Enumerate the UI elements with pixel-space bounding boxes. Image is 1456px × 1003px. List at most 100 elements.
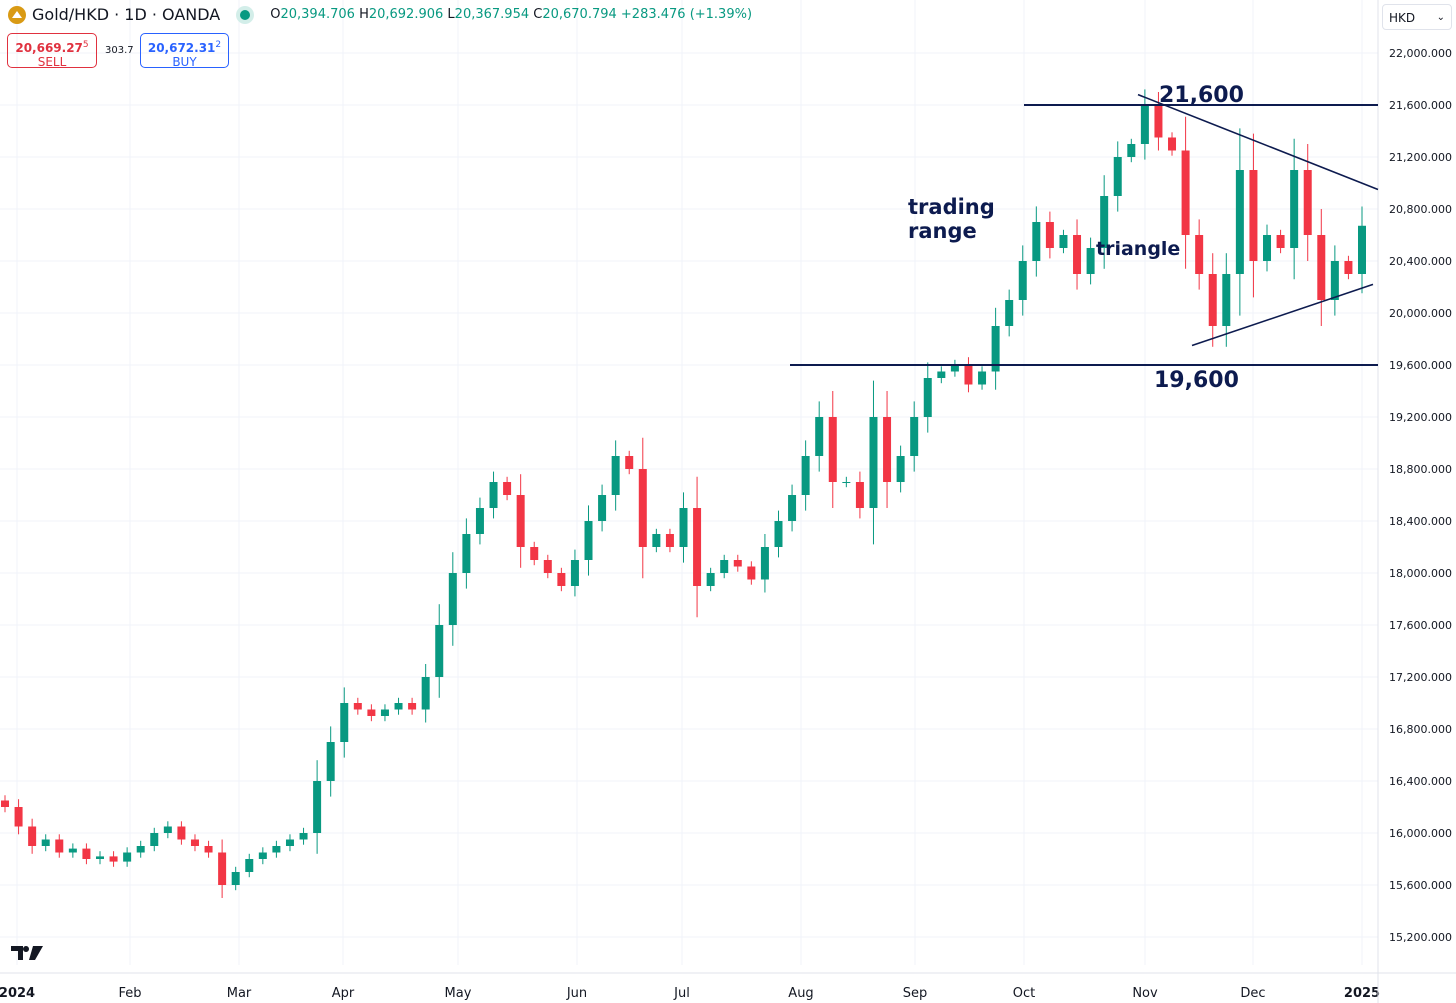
x-tick-label: Oct [1013, 986, 1035, 1001]
buy-price: 20,672.31 [147, 41, 216, 55]
candle-body [150, 833, 159, 846]
candle-body [55, 839, 64, 853]
sell-price: 20,669.27 [15, 41, 83, 55]
candle-body [95, 856, 104, 859]
candle-body [883, 417, 892, 482]
symbol-title[interactable]: Gold/HKD · 1D · OANDA [32, 5, 221, 24]
candle-body [163, 826, 172, 833]
candle-body [530, 547, 539, 560]
candle-body [638, 469, 647, 547]
candle-body [788, 495, 797, 521]
candle-body [1303, 170, 1312, 235]
candle-body [611, 456, 620, 495]
sell-price-sup: 5 [82, 40, 89, 50]
currency-select[interactable]: HKD ⌄ [1382, 4, 1452, 30]
candle-body [815, 417, 824, 456]
symbol-header: Gold/HKD · 1D · OANDA O20,394.706 H20,69… [8, 5, 752, 24]
candle-body [1290, 170, 1299, 248]
candle-body [991, 326, 1000, 372]
candle-body [665, 534, 674, 547]
candle-body [285, 839, 294, 846]
candle-body [1235, 170, 1244, 274]
open-label: O [270, 7, 281, 22]
candle-body [28, 826, 37, 846]
y-tick-label: 22,000.000 [1389, 47, 1452, 60]
x-tick-label: Jul [673, 986, 690, 1001]
y-tick-label: 17,200.000 [1389, 671, 1452, 684]
candle-body [299, 833, 308, 840]
candle-body [557, 573, 566, 586]
candle-body [82, 848, 91, 859]
y-tick-label: 19,600.000 [1389, 359, 1452, 372]
x-tick-label: Nov [1132, 986, 1158, 1001]
resistance-label: 21,600 [1159, 83, 1244, 108]
x-tick-label: Sep [903, 986, 928, 1001]
candle-body [910, 417, 919, 456]
ohlc-readout: O20,394.706 H20,692.906 L20,367.954 C20,… [270, 7, 752, 22]
support-label: 19,600 [1154, 368, 1239, 393]
y-tick-label: 20,800.000 [1389, 203, 1452, 216]
low-label: L [447, 7, 455, 22]
candle-body [896, 456, 905, 482]
high-value: 20,692.906 [368, 7, 444, 22]
candle-body [340, 703, 349, 742]
candle-body [489, 482, 498, 508]
candle-body [1195, 235, 1204, 274]
candle-body [720, 560, 729, 573]
candle-body [1059, 235, 1068, 248]
x-tick-label: Dec [1240, 986, 1265, 1001]
candle-body [1127, 144, 1136, 157]
buy-button[interactable]: 20,672.312 BUY [140, 33, 229, 69]
sell-button[interactable]: 20,669.275 SELL [7, 33, 97, 69]
candle-body [1181, 150, 1190, 235]
y-tick-label: 20,400.000 [1389, 255, 1452, 268]
gold-logo-icon [8, 5, 26, 24]
candle-body [109, 856, 118, 862]
x-tick-label: Mar [227, 986, 252, 1001]
candle-body [408, 703, 417, 710]
candle-body [1330, 261, 1339, 300]
candle-body [598, 495, 607, 521]
candle-body [1168, 137, 1177, 151]
trading-range-label-2: range [908, 219, 977, 243]
candle-body [1018, 261, 1027, 300]
candle-body [1317, 235, 1326, 300]
candle-body [774, 521, 783, 547]
candle-body [272, 846, 281, 853]
buy-price-sup: 2 [215, 40, 222, 50]
candle-body [801, 456, 810, 495]
candle-body [869, 417, 878, 508]
candle-body [1154, 105, 1163, 138]
candle-body [475, 508, 484, 534]
candle-body [231, 872, 240, 885]
candle-body [313, 781, 322, 833]
candle-body [326, 742, 335, 781]
y-tick-label: 21,600.000 [1389, 99, 1452, 112]
candle-body [1100, 196, 1109, 248]
spread-value: 303.7 [105, 45, 134, 56]
candle-body [258, 852, 267, 859]
candle-body [570, 560, 579, 586]
candle-body [652, 534, 661, 547]
y-tick-label: 18,800.000 [1389, 463, 1452, 476]
candle-body [136, 846, 145, 853]
close-value: 20,670.794 [542, 7, 617, 22]
close-label: C [533, 7, 543, 22]
candle-body [41, 839, 50, 846]
y-tick-label: 16,400.000 [1389, 775, 1452, 788]
candle-body [842, 482, 851, 483]
candle-body [1005, 300, 1014, 326]
x-tick-label: 2024 [0, 986, 35, 1001]
y-tick-label: 19,200.000 [1389, 411, 1452, 424]
candle-body [367, 709, 376, 716]
triangle-lower-line [1191, 283, 1374, 347]
candle-body [693, 508, 702, 586]
y-tick-label: 18,000.000 [1389, 567, 1452, 580]
candle-body [218, 852, 227, 885]
candle-body [1140, 105, 1149, 144]
y-tick-label: 15,600.000 [1389, 879, 1452, 892]
candle-body [937, 371, 946, 378]
x-tick-label: 2025 [1344, 986, 1380, 1001]
